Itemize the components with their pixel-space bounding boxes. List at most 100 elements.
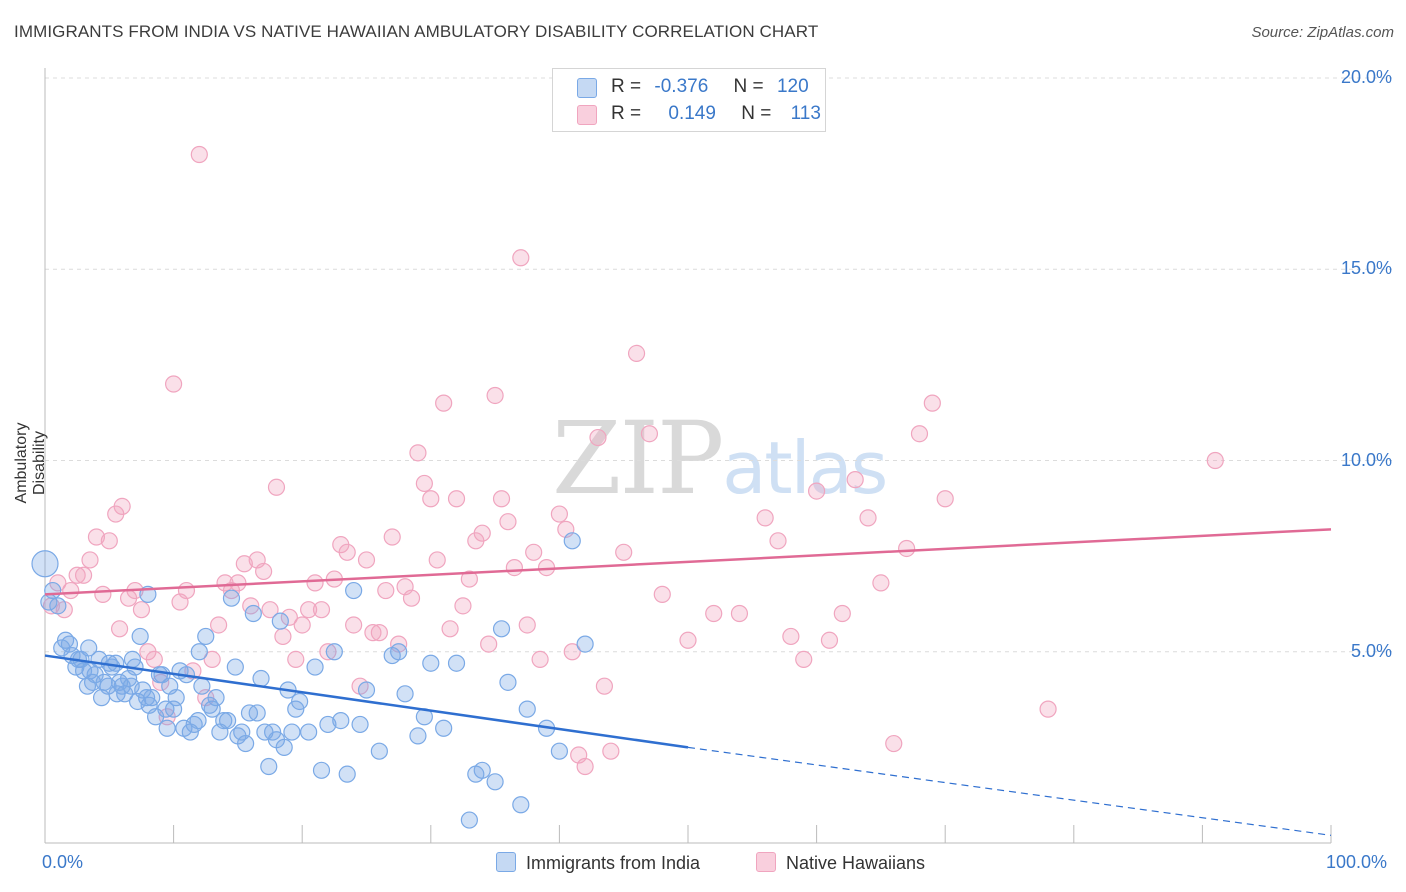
- source-credit: Source: ZipAtlas.com: [1251, 24, 1394, 41]
- india-point: [460, 811, 478, 829]
- hawaiian-swatch: [756, 852, 776, 872]
- hawaiian-r-label: R =: [611, 103, 642, 124]
- hawaiian-point: [820, 631, 839, 649]
- india-point: [252, 669, 270, 688]
- hawaiian-point: [480, 635, 498, 653]
- hawaiian-point: [486, 386, 504, 405]
- hawaiian-point: [595, 677, 614, 695]
- india-point: [576, 635, 594, 653]
- hawaiian-n-value: 113: [790, 103, 821, 124]
- y-tick-label: 15.0%: [1340, 258, 1392, 279]
- x-tick-min: 0.0%: [42, 852, 84, 872]
- india-point: [167, 689, 185, 707]
- india-point: [275, 738, 293, 756]
- india-point: [512, 796, 530, 814]
- india-point: [550, 742, 569, 760]
- hawaiian-point: [235, 555, 253, 573]
- hawaiian-r-value: 0.149: [668, 103, 716, 124]
- hawaiian-point: [756, 509, 774, 527]
- india-legend-swatch: [577, 78, 597, 98]
- hawaiian-point: [795, 650, 813, 669]
- india-point: [222, 589, 241, 607]
- hawaiian-point: [190, 145, 208, 164]
- india-point: [332, 711, 350, 730]
- india-point: [49, 597, 67, 615]
- hawaiian-point: [145, 650, 163, 669]
- india-point: [197, 627, 215, 646]
- hawaiian-point: [300, 601, 318, 619]
- india-point: [518, 700, 536, 718]
- india-point: [215, 711, 233, 730]
- india-swatch: [496, 852, 516, 872]
- hawaiian-point: [280, 608, 298, 626]
- hawaiian-point: [550, 505, 569, 523]
- hawaiian-point: [177, 581, 196, 600]
- india-point: [338, 765, 356, 783]
- hawaiian-point: [859, 509, 877, 527]
- india-r-value: -0.376: [654, 76, 709, 97]
- india-point: [306, 658, 324, 676]
- hawaiian-point: [338, 543, 356, 561]
- hawaiian-point: [274, 627, 292, 646]
- india-point: [193, 677, 211, 695]
- india-point: [473, 761, 491, 779]
- hawaiian-point: [293, 616, 311, 634]
- india-point: [131, 627, 149, 646]
- hawaiian-point: [499, 513, 517, 531]
- hawaiian-point: [615, 543, 633, 561]
- hawaiian-point: [306, 574, 324, 592]
- india-point: [260, 757, 278, 776]
- india-point: [370, 742, 388, 760]
- hawaiian-point: [422, 490, 440, 508]
- hawaiian-point: [409, 444, 427, 462]
- y-tick-label: 5.0%: [1350, 640, 1392, 661]
- hawaiian-point: [87, 528, 106, 546]
- hawaiian-point: [94, 585, 112, 603]
- hawaiian-point: [110, 620, 129, 638]
- hawaiian-legend-row: R = 0.149 N = 113: [611, 103, 821, 125]
- hawaiian-point: [370, 624, 388, 642]
- hawaiian-point: [428, 551, 446, 569]
- india-point: [226, 658, 244, 676]
- hawaiian-point: [505, 558, 523, 577]
- hawaiian-point: [435, 394, 453, 412]
- legend-label-india: Immigrants from India: [526, 853, 701, 873]
- hawaiian-point: [203, 650, 221, 669]
- hawaiian-point: [1206, 451, 1224, 470]
- hawaiian-point: [492, 490, 511, 508]
- hawaiian-point: [518, 616, 536, 634]
- india-r-label: R =: [611, 76, 642, 97]
- series-legend: Immigrants from India Native Hawaiians: [0, 852, 1406, 878]
- india-point: [80, 639, 98, 657]
- india-point: [351, 715, 369, 734]
- hawaiian-point: [473, 524, 491, 542]
- india-point: [396, 685, 414, 703]
- hawaiian-point: [100, 532, 118, 550]
- hawaiian-point: [312, 601, 331, 619]
- india-point: [283, 723, 301, 741]
- y-axis-label: Ambulatory Disability: [13, 422, 48, 504]
- hawaiian-point: [885, 734, 903, 753]
- hawaiian-point: [872, 574, 890, 592]
- hawaiian-point: [679, 631, 697, 649]
- legend-item-hawaiian: Native Hawaiians: [756, 852, 925, 874]
- hawaiian-point: [81, 551, 99, 569]
- india-point: [563, 532, 581, 550]
- india-point: [237, 734, 255, 753]
- india-point: [189, 711, 207, 730]
- hawaiian-point: [833, 604, 851, 623]
- hawaiian-point: [255, 562, 273, 581]
- hawaiian-point: [377, 581, 395, 600]
- india-point: [107, 654, 125, 672]
- india-points: [31, 532, 594, 829]
- india-point: [499, 673, 517, 691]
- hawaiian-point: [512, 249, 530, 267]
- hawaiian-point: [576, 757, 594, 776]
- hawaiian-point: [769, 532, 787, 550]
- india-point: [31, 550, 59, 578]
- hawaiian-point: [132, 601, 151, 619]
- india-point: [312, 761, 331, 779]
- india-point: [219, 711, 237, 730]
- india-point: [319, 715, 337, 734]
- india-n-label: N =: [733, 76, 764, 97]
